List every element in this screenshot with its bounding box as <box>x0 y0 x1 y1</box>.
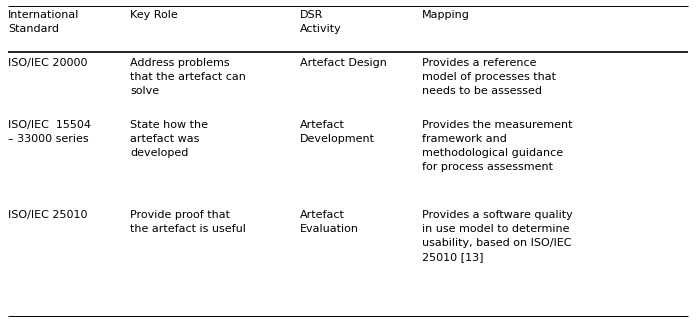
Text: DSR
Activity: DSR Activity <box>300 10 342 34</box>
Text: Address problems
that the artefact can
solve: Address problems that the artefact can s… <box>130 58 246 96</box>
Text: International
Standard: International Standard <box>8 10 79 34</box>
Text: ISO/IEC 20000: ISO/IEC 20000 <box>8 58 88 68</box>
Text: Artefact Design: Artefact Design <box>300 58 387 68</box>
Text: State how the
artefact was
developed: State how the artefact was developed <box>130 120 208 158</box>
Text: ISO/IEC  15504
– 33000 series: ISO/IEC 15504 – 33000 series <box>8 120 91 144</box>
Text: Provides a reference
model of processes that
needs to be assessed: Provides a reference model of processes … <box>422 58 556 96</box>
Text: Provides the measurement
framework and
methodological guidance
for process asses: Provides the measurement framework and m… <box>422 120 573 172</box>
Text: Mapping: Mapping <box>422 10 470 20</box>
Text: Artefact
Development: Artefact Development <box>300 120 375 144</box>
Text: Key Role: Key Role <box>130 10 177 20</box>
Text: Provide proof that
the artefact is useful: Provide proof that the artefact is usefu… <box>130 210 246 234</box>
Text: ISO/IEC 25010: ISO/IEC 25010 <box>8 210 88 220</box>
Text: Artefact
Evaluation: Artefact Evaluation <box>300 210 359 234</box>
Text: Provides a software quality
in use model to determine
usability, based on ISO/IE: Provides a software quality in use model… <box>422 210 573 262</box>
